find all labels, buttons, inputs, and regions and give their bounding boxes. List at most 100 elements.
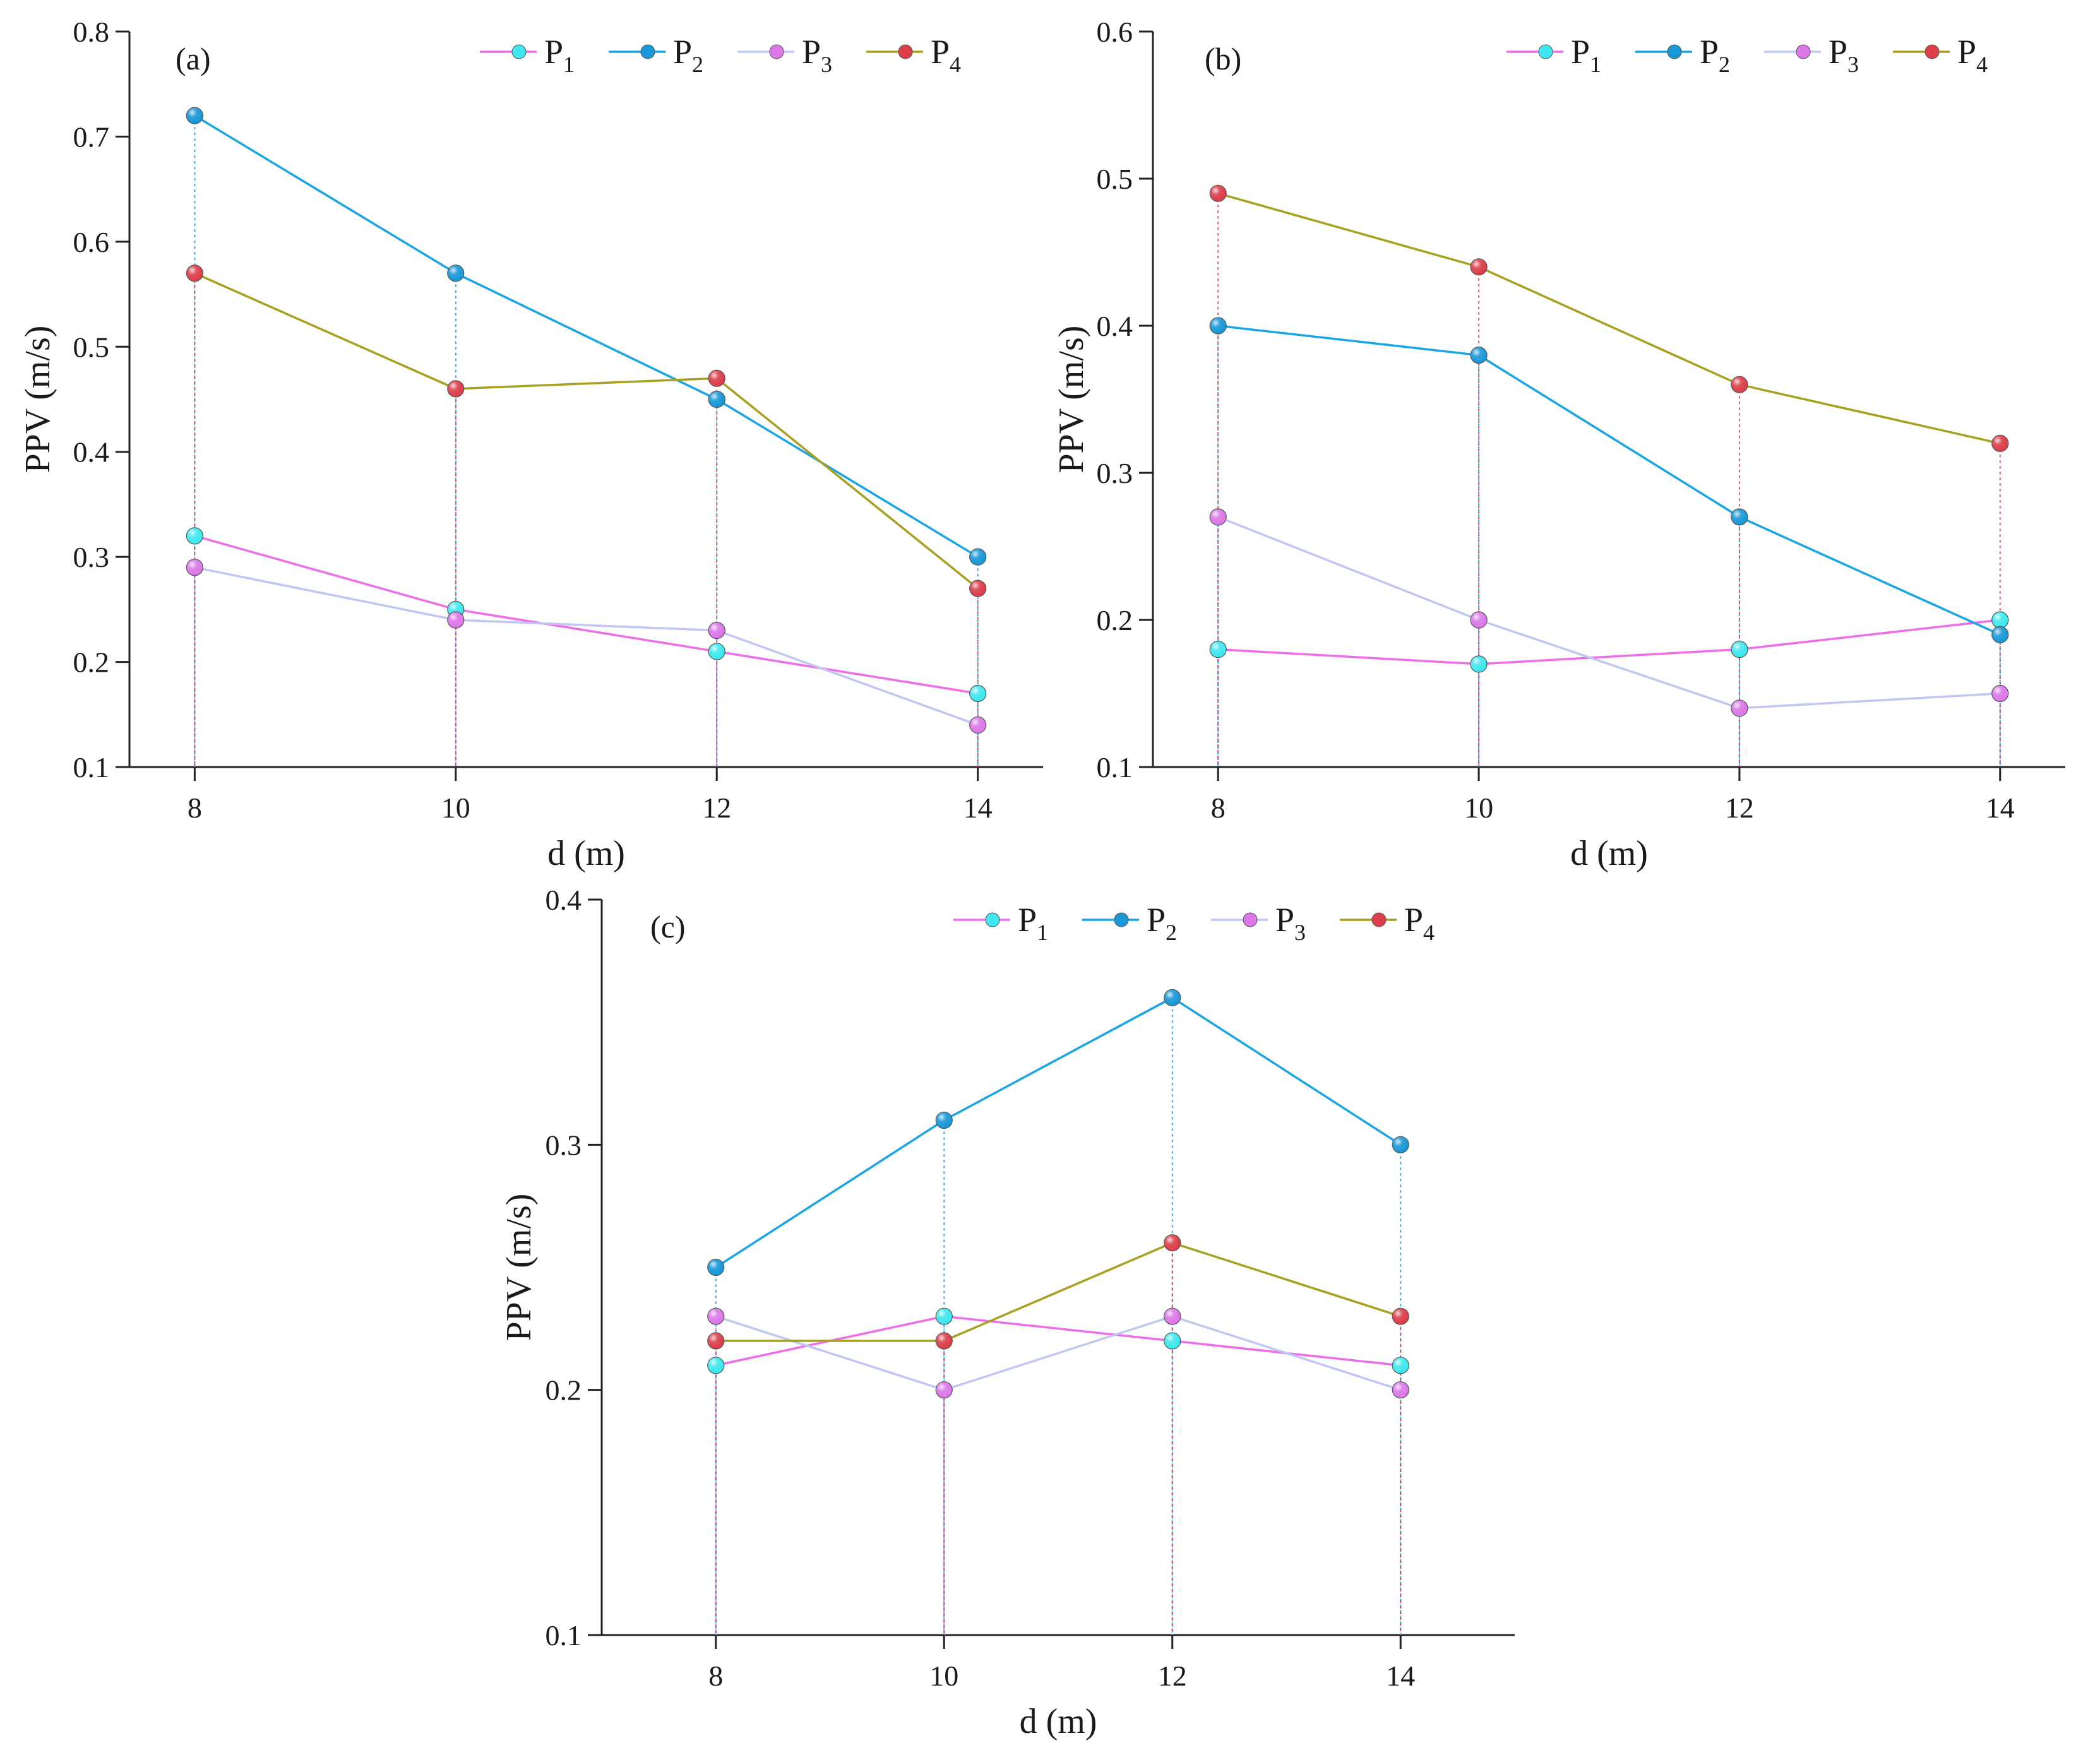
data-point-highlight	[707, 1357, 724, 1374]
data-point-highlight	[708, 391, 725, 408]
y-tick-label: 0.4	[546, 884, 582, 916]
y-tick-label: 0.5	[73, 331, 110, 363]
series-line-p4	[1217, 192, 2001, 445]
legend-marker	[1538, 44, 1553, 59]
legend-marker	[1924, 44, 1940, 59]
data-point-highlight	[1210, 185, 1227, 202]
data-point-highlight	[969, 580, 986, 597]
series-line-p4	[715, 1241, 1401, 1342]
data-point-highlight	[708, 643, 725, 660]
legend-marker	[769, 44, 784, 59]
data-point-highlight	[1392, 1136, 1409, 1153]
series-line-p3	[194, 566, 979, 727]
legend-marker	[1371, 912, 1387, 927]
x-tick-label: 14	[1986, 792, 2015, 824]
data-point-highlight	[1164, 1333, 1181, 1349]
x-tick-label: 14	[1386, 1660, 1415, 1692]
legend-label: P3	[1829, 33, 1859, 77]
x-tick-label: 14	[963, 792, 993, 824]
data-point-highlight	[1210, 641, 1227, 658]
y-axis-title: PPV (m/s)	[499, 1194, 539, 1342]
y-axis-title: PPV (m/s)	[18, 326, 57, 473]
series-line-p2	[715, 996, 1402, 1268]
legend-marker	[898, 44, 913, 59]
chart-panel-b: 0.1 0.2 0.3 0.4 0.5 0.6 8 10 12 14 d (m) PPV (m/s) (…	[1052, 16, 2065, 873]
legend-marker	[985, 912, 1000, 927]
data-point-highlight	[707, 1259, 724, 1276]
data-point-highlight	[1731, 508, 1748, 525]
data-point-highlight	[1210, 318, 1227, 334]
data-point-highlight	[936, 1308, 953, 1325]
series-line-p2	[194, 114, 979, 558]
series-line-p3	[1217, 516, 2000, 710]
series-line-p1	[194, 535, 978, 695]
legend-label: P1	[544, 33, 575, 77]
legend-marker	[1796, 44, 1811, 59]
legend-marker	[1667, 44, 1682, 59]
legend-item-p2: P2	[1635, 33, 1730, 77]
data-point-highlight	[969, 549, 986, 566]
x-tick-label: 8	[188, 792, 202, 824]
legend-item-p1: P1	[480, 33, 575, 77]
data-point-highlight	[936, 1381, 953, 1398]
data-point-highlight	[1392, 1357, 1409, 1374]
legend-label: P1	[1571, 33, 1601, 77]
y-tick-label: 0.4	[73, 436, 110, 468]
chart-panel-a: 0.1 0.2 0.3 0.4 0.5 0.6 0.7 0.8 8 10 12 14 d (m) PPV …	[18, 16, 1043, 873]
data-point-highlight	[1471, 347, 1488, 364]
data-point-highlight	[707, 1308, 724, 1325]
x-tick-label: 12	[1725, 792, 1754, 824]
data-point-highlight	[1731, 376, 1748, 393]
data-point-highlight	[1164, 1308, 1181, 1325]
y-tick-label: 0.6	[1097, 16, 1133, 48]
data-point-highlight	[186, 107, 203, 124]
legend-label: P1	[1018, 901, 1048, 945]
x-axis-title: d (m)	[1020, 1702, 1097, 1741]
data-point-highlight	[186, 527, 203, 544]
data-point-highlight	[186, 265, 203, 282]
data-point-highlight	[1731, 699, 1748, 717]
data-point-highlight	[447, 612, 464, 628]
x-axis-title: d (m)	[547, 834, 625, 873]
legend-item-p3: P3	[1211, 901, 1306, 945]
data-point-highlight	[1991, 612, 2008, 628]
series-line-p2	[1218, 324, 2001, 636]
data-point-highlight	[1991, 435, 2008, 452]
legend-label: P4	[1404, 901, 1435, 945]
y-tick-label: 0.6	[73, 226, 110, 258]
legend-label: P2	[673, 33, 703, 77]
data-point-highlight	[708, 370, 725, 387]
legend-item-p1: P1	[953, 901, 1048, 945]
series-line-p4	[194, 272, 979, 590]
y-tick-label: 0.7	[73, 121, 110, 153]
legend-item-p3: P3	[737, 33, 832, 77]
data-point-highlight	[186, 559, 203, 576]
data-point-highlight	[1991, 685, 2008, 702]
data-point-highlight	[969, 685, 986, 702]
y-tick-label: 0.3	[1097, 457, 1133, 489]
legend-label: P2	[1147, 901, 1177, 945]
x-tick-label: 12	[1158, 1660, 1187, 1692]
data-point-highlight	[1164, 1234, 1181, 1251]
data-point-highlight	[936, 1333, 953, 1349]
chart-panel-c: 0.1 0.2 0.3 0.4 8 10 12 14 d (m) PPV (m/s) (c) P1 P2…	[499, 884, 1515, 1741]
data-point-highlight	[969, 717, 986, 734]
legend-marker	[640, 44, 655, 59]
legend-item-p1: P1	[1506, 33, 1601, 77]
data-point-highlight	[1471, 655, 1488, 672]
data-point-highlight	[708, 622, 725, 639]
y-tick-label: 0.1	[546, 1619, 582, 1651]
legend-item-p4: P4	[1340, 901, 1435, 945]
legend-label: P4	[931, 33, 961, 77]
y-tick-label: 0.3	[73, 541, 110, 573]
series-line-p1	[1218, 619, 2000, 665]
legend-label: P4	[1957, 33, 1988, 77]
series-line-p3	[715, 1315, 1401, 1391]
legend-marker	[1243, 912, 1258, 927]
x-tick-label: 12	[702, 792, 731, 824]
data-point-highlight	[447, 265, 464, 282]
data-point-highlight	[1731, 641, 1748, 658]
y-tick-label: 0.2	[1097, 604, 1133, 636]
x-tick-label: 10	[441, 792, 470, 824]
